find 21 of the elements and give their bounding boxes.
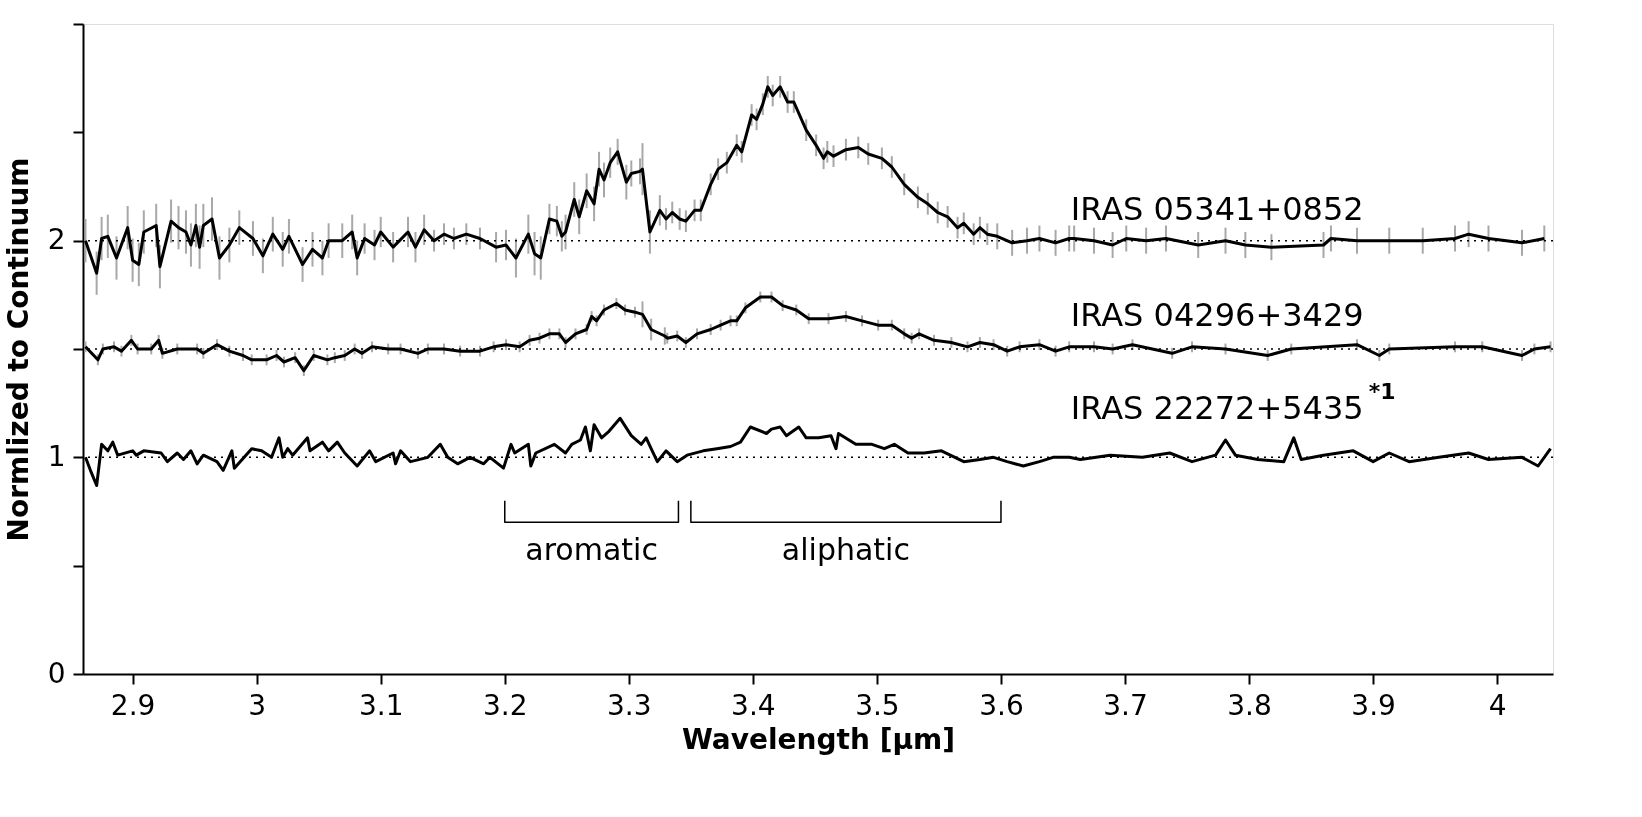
y-tick-label: 0 (47, 656, 66, 690)
x-tick-label: 2.9 (110, 688, 156, 722)
x-tick-label: 3.2 (483, 688, 528, 722)
x-tick-label: 3.6 (979, 688, 1024, 722)
x-tick-label: 4 (1488, 688, 1507, 722)
y-axis-title: Normlized to Continuum (1, 157, 35, 542)
annotation: aromatic (525, 532, 658, 568)
y-tick-label: 2 (47, 223, 66, 257)
x-tick-label: 3.4 (731, 688, 776, 722)
x-tick-label: 3.5 (855, 688, 900, 722)
series-label: IRAS 05341+0852 (1070, 189, 1364, 228)
series-label: IRAS 04296+3429 (1070, 295, 1364, 334)
x-tick-label: 3.7 (1103, 688, 1148, 722)
x-tick-label: 3.8 (1227, 688, 1272, 722)
x-tick-label: 3.3 (607, 688, 652, 722)
y-tick-label: 1 (47, 439, 66, 473)
x-tick-label: 3.9 (1351, 688, 1396, 722)
x-tick-label: 3 (248, 688, 267, 722)
x-tick-label: 3.1 (358, 688, 404, 722)
annotation: aliphatic (781, 532, 910, 568)
x-axis-title: Wavelength [μm] (681, 722, 956, 756)
